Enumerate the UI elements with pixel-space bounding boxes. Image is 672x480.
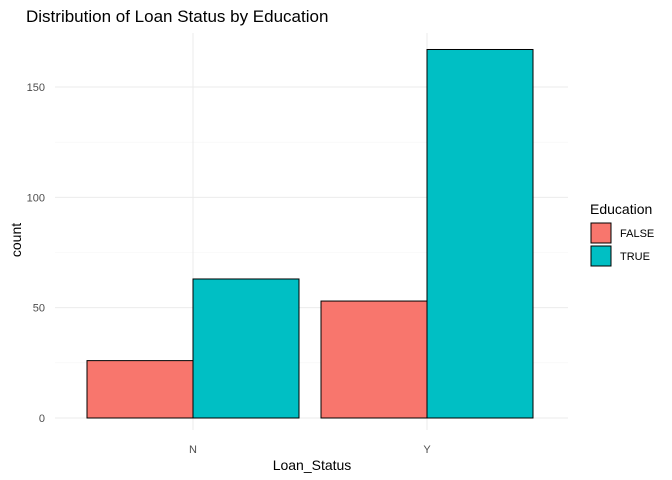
y-tick-label: 50 bbox=[33, 303, 45, 315]
y-tick-label: 100 bbox=[27, 192, 45, 204]
bar-N-FALSE bbox=[86, 360, 194, 419]
legend-swatch-FALSE bbox=[590, 222, 612, 244]
bar-Y-TRUE bbox=[426, 48, 534, 419]
legend: Education FALSE TRUE bbox=[590, 201, 654, 267]
bar-Y-FALSE bbox=[320, 300, 428, 419]
y-axis-ticks: 0 50 100 150 bbox=[27, 82, 45, 425]
chart-title: Distribution of Loan Status by Education bbox=[26, 7, 328, 26]
x-axis-title: Loan_Status bbox=[273, 457, 352, 473]
bars bbox=[86, 48, 534, 419]
legend-label-TRUE: TRUE bbox=[620, 251, 650, 263]
y-tick-label: 150 bbox=[27, 82, 45, 94]
legend-label-FALSE: FALSE bbox=[620, 228, 654, 240]
x-tick-label: N bbox=[189, 444, 197, 456]
y-tick-label: 0 bbox=[39, 413, 45, 425]
x-tick-label: Y bbox=[423, 444, 431, 456]
legend-swatch-TRUE bbox=[590, 245, 612, 267]
bar-N-TRUE bbox=[192, 278, 300, 419]
legend-title: Education bbox=[590, 201, 652, 217]
y-axis-title: count bbox=[8, 223, 24, 257]
